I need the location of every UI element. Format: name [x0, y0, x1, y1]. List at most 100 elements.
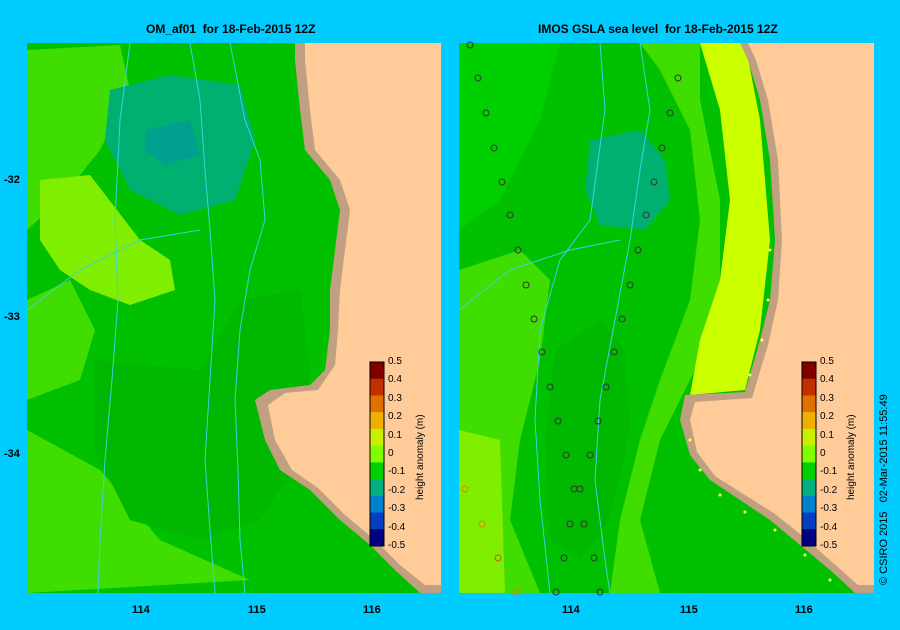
colorbar-label: -0.2	[388, 484, 406, 496]
track-point	[506, 211, 514, 219]
y-tick-32: -32	[4, 174, 20, 186]
colorbar-swatch	[802, 479, 816, 497]
colorbar-label: -0.4	[820, 521, 838, 533]
track-point	[498, 178, 506, 186]
colorbar-swatch	[370, 395, 384, 413]
right-isobath-1	[594, 42, 651, 594]
colorbar-label: -0.5	[388, 540, 406, 551]
track-point	[512, 588, 520, 596]
colorbar-swatch	[802, 529, 816, 547]
left-isobath-3	[26, 229, 201, 311]
coastal-point	[766, 298, 770, 302]
track-point	[674, 74, 682, 82]
coastal-point	[748, 373, 752, 377]
colorbar-frame	[801, 361, 817, 547]
track-point	[552, 588, 560, 596]
colorbar-swatch	[370, 362, 384, 380]
x-tick-left-114: 114	[132, 604, 150, 616]
coastal-points	[688, 248, 832, 582]
coastal-point	[743, 510, 747, 514]
coastal-point	[773, 528, 777, 532]
track-point	[626, 281, 634, 289]
colorbar-label: 0.4	[388, 374, 402, 386]
left-colorbar	[369, 361, 385, 547]
y-tick-34: -34	[4, 448, 20, 460]
left-isobath-2	[229, 42, 266, 594]
colorbar-label: -0.3	[820, 503, 838, 515]
colorbar-label: 0.5	[388, 356, 402, 367]
left-colorbar-title: height anomaly (m)	[415, 414, 426, 500]
colorbar-label: -0.1	[820, 466, 838, 478]
colorbar-swatch	[802, 412, 816, 430]
right-dark-band	[545, 320, 630, 560]
track-point	[562, 451, 570, 459]
track-point	[610, 348, 618, 356]
track-point	[530, 315, 538, 323]
colorbar-label: 0.2	[388, 411, 402, 423]
colorbar-label: -0.4	[388, 521, 406, 533]
track-point	[514, 246, 522, 254]
track-point	[590, 554, 598, 562]
track-point	[594, 417, 602, 425]
track-point	[634, 246, 642, 254]
colorbar-label: 0.1	[388, 429, 402, 441]
colorbar-label: -0.5	[820, 540, 838, 551]
colorbar-label: 0.3	[820, 392, 834, 404]
right-isobath-2	[534, 42, 606, 594]
right-eddy	[585, 130, 670, 230]
colorbar-swatch	[370, 462, 384, 480]
colorbar-label: 0.4	[820, 374, 834, 386]
colorbar-label: -0.3	[388, 503, 406, 515]
colorbar-swatch	[370, 428, 384, 447]
colorbar-swatch	[802, 362, 816, 380]
x-tick-left-115: 115	[248, 604, 266, 616]
colorbar-swatch	[370, 378, 384, 396]
track-point	[642, 211, 650, 219]
left-light-region-2	[27, 280, 95, 400]
left-dark-band	[95, 290, 310, 540]
track-point	[560, 554, 568, 562]
left-land	[268, 43, 441, 585]
track-point	[576, 485, 584, 493]
right-panel-title: IMOS GSLA sea level for 18-Feb-2015 12Z	[538, 22, 778, 36]
coastal-point	[768, 248, 772, 252]
track-point	[602, 383, 610, 391]
colorbar-swatch	[802, 512, 816, 530]
left-light-region-3	[27, 430, 250, 593]
right-light-band	[610, 43, 720, 593]
coastal-point	[803, 553, 807, 557]
colorbar-swatch	[802, 378, 816, 396]
left-isobath-1	[189, 42, 216, 594]
colorbar-label: -0.2	[820, 484, 838, 496]
y-tick-33: -33	[4, 311, 20, 323]
x-tick-right-116: 116	[795, 604, 813, 616]
track-point	[538, 348, 546, 356]
colorbar-label: 0.2	[820, 411, 834, 423]
colorbar-swatch	[370, 529, 384, 547]
track-point	[546, 383, 554, 391]
left-isobath-4	[97, 42, 131, 594]
track-point	[596, 588, 604, 596]
coastal-point	[698, 468, 702, 472]
track-point	[490, 144, 498, 152]
colorbar-swatch	[370, 412, 384, 430]
track-point	[566, 520, 574, 528]
track-point	[482, 109, 490, 117]
colorbar-label: 0.1	[820, 429, 834, 441]
right-isobath-3	[458, 239, 621, 311]
right-colorbar-title: height anomaly (m)	[846, 414, 857, 500]
coastal-point	[718, 493, 722, 497]
colorbar-label: 0	[820, 448, 826, 459]
colorbar-label: 0.5	[820, 356, 834, 367]
left-panel-title: OM_af01 for 18-Feb-2015 12Z	[146, 22, 316, 36]
altimeter-track	[461, 41, 682, 596]
colorbar-swatch	[802, 395, 816, 413]
coastal-point	[828, 578, 832, 582]
track-point	[466, 41, 474, 49]
colorbar-swatch	[802, 445, 816, 463]
track-point	[494, 554, 502, 562]
track-point	[474, 74, 482, 82]
track-point	[554, 417, 562, 425]
x-tick-right-115: 115	[680, 604, 698, 616]
colorbar-label: 0.3	[388, 392, 402, 404]
